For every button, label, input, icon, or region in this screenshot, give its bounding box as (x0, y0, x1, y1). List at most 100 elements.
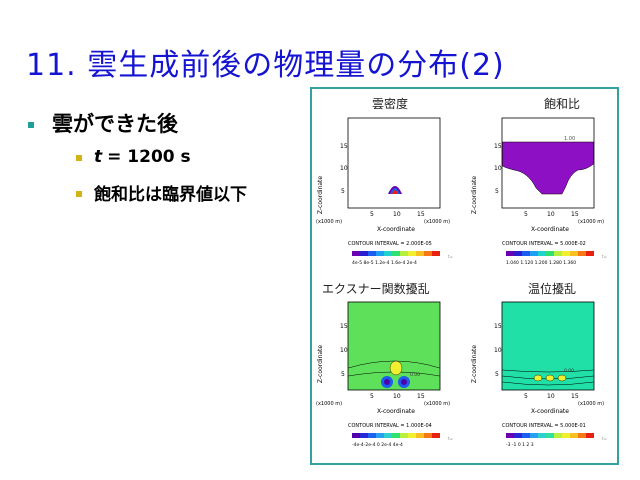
contour-line (502, 381, 594, 386)
contour-line (502, 369, 594, 373)
x-unit-right: (x1000 m) (578, 401, 604, 407)
colorbar-swatch (408, 433, 416, 438)
panel-title-cloud-density: 雲密度 (372, 97, 409, 111)
x-tick: 15 (571, 211, 579, 218)
bullet-square-icon (76, 190, 82, 197)
x-unit-right: (x1000 m) (424, 401, 450, 407)
colorbar-swatch (368, 433, 376, 438)
colorbar-swatch (530, 433, 538, 438)
contour-interval: CONTOUR INTERVAL = 5.000E-01 (502, 423, 586, 429)
x-axis-label: X-coordinate (377, 226, 415, 233)
y-tick: 15 (494, 323, 502, 330)
colorbar-swatch (352, 251, 360, 256)
contour-interval: CONTOUR INTERVAL = 1.000E-04 (348, 423, 432, 429)
colorbar-swatch (384, 251, 392, 256)
panel-title-exner-perturbation: エクスナー関数擾乱 (322, 282, 430, 296)
colorbar-swatch (578, 433, 586, 438)
colorbar-swatch (562, 433, 570, 438)
panel-title-potential-temperature-perturbation: 温位擾乱 (528, 282, 577, 296)
colorbar (352, 251, 440, 256)
plot-area (347, 301, 441, 391)
time-label: t= (448, 254, 453, 259)
colorbar-ticks: -3 -1 0 1 2 3 (506, 442, 534, 448)
colorbar-ticks: 1.040 1.120 1.200 1.280 1.360 (506, 260, 576, 266)
colorbar-swatch (392, 251, 400, 256)
colorbar-swatch (530, 251, 538, 256)
x-tick: 10 (547, 393, 555, 400)
plot-exner-perturbation: Z-coordinate 0.00 15 10 5 5 10 15 (x1000… (316, 301, 453, 448)
colorbar-ticks: -4e-4-2e-4 0 2e-4 4e-4 (352, 442, 403, 448)
warm-anomaly (545, 374, 555, 382)
colorbar-swatch (586, 251, 594, 256)
y-axis-label: Z-coordinate (471, 176, 478, 214)
plot-area (347, 117, 441, 209)
y-tick: 10 (494, 165, 502, 172)
colorbar-swatch (424, 251, 432, 256)
colorbar-swatch (538, 251, 546, 256)
colorbar-swatch (578, 251, 586, 256)
x-tick: 15 (417, 393, 425, 400)
colorbar-swatch (408, 251, 416, 256)
colorbar-swatch (432, 251, 440, 256)
colorbar-swatch (538, 433, 546, 438)
time-label: t= (602, 254, 607, 259)
x-tick: 5 (524, 393, 528, 400)
x-tick: 5 (370, 211, 374, 218)
slide-title: 11. 雲生成前後の物理量の分布(2) (26, 48, 505, 83)
colorbar-swatch (360, 251, 368, 256)
contour-label: 1.00 (564, 136, 575, 142)
colorbar-swatch (368, 251, 376, 256)
x-axis-label: X-coordinate (531, 408, 569, 415)
colorbar-swatch (586, 433, 594, 438)
colorbar-swatch (384, 433, 392, 438)
colorbar (506, 251, 594, 256)
colorbar-swatch (554, 251, 562, 256)
cloud-center (392, 190, 398, 194)
panel-title-saturation-ratio: 飽和比 (544, 97, 581, 111)
colorbar-swatch (554, 433, 562, 438)
positive-anomaly (389, 360, 403, 376)
x-unit-right: (x1000 m) (424, 219, 450, 225)
colorbar-swatch (522, 251, 530, 256)
x-tick: 15 (417, 211, 425, 218)
x-tick: 15 (571, 393, 579, 400)
colorbar-swatch (546, 433, 554, 438)
plot-cloud-density: Z-coordinate 15 10 5 5 10 15 (x1000 m) (… (316, 117, 453, 266)
y-tick: 15 (340, 323, 348, 330)
warm-anomaly (557, 374, 567, 382)
x-tick: 10 (393, 211, 401, 218)
colorbar-swatch (392, 433, 400, 438)
colorbar-ticks: 4e-5 8e-5 1.2e-4 1.6e-4 2e-4 (352, 260, 417, 266)
bullet-main-text: 雲ができた後 (52, 112, 178, 136)
colorbar-swatch (360, 433, 368, 438)
x-tick: 5 (370, 393, 374, 400)
contour-label: 0.00 (564, 368, 574, 374)
colorbar-swatch (432, 433, 440, 438)
colorbar-swatch (400, 251, 408, 256)
x-axis-label: X-coordinate (377, 408, 415, 415)
colorbar-swatch (416, 433, 424, 438)
y-tick: 10 (340, 165, 348, 172)
colorbar-swatch (506, 433, 514, 438)
colorbar-swatch (506, 251, 514, 256)
x-tick: 5 (524, 211, 528, 218)
y-axis-label: Z-coordinate (471, 345, 478, 383)
saturated-region (502, 141, 594, 195)
y-axis-label: Z-coordinate (317, 176, 324, 214)
y-tick: 15 (494, 143, 502, 150)
bullet-main: 雲ができた後 (28, 108, 178, 138)
time-variable: t (94, 147, 103, 167)
negative-anomaly-core (384, 379, 390, 385)
x-unit-left: (x1000 m) (316, 401, 342, 407)
time-value: = 1200 s (107, 147, 191, 167)
colorbar-swatch (424, 433, 432, 438)
colorbar-swatch (376, 251, 384, 256)
y-tick: 15 (340, 143, 348, 150)
y-axis-label: Z-coordinate (317, 345, 324, 383)
y-tick: 10 (494, 347, 502, 354)
colorbar-swatch (376, 433, 384, 438)
colorbar-swatch (570, 433, 578, 438)
time-label: t= (602, 436, 607, 441)
colorbar (352, 433, 440, 438)
bullet-sub-time: t = 1200 s (76, 147, 191, 167)
